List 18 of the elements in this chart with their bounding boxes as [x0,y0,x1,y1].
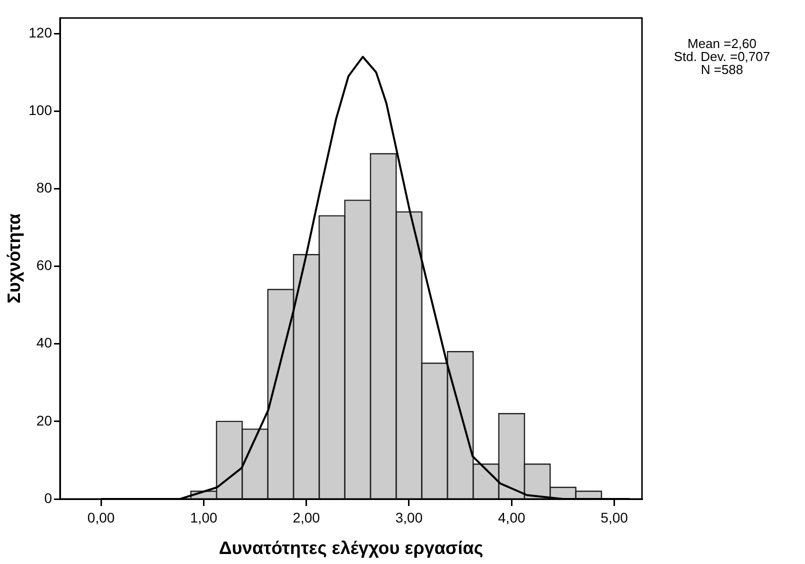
y-tick-label: 120 [28,24,52,40]
y-tick-label: 60 [36,257,52,274]
x-tick-label: 1,00 [190,509,218,526]
x-tick-label: 0,00 [87,509,115,526]
y-axis-title: Συχνότητα [4,214,24,304]
x-tick-label: 2,00 [292,509,320,526]
x-tick-label: 3,00 [395,509,423,526]
y-tick-label: 20 [36,412,52,428]
x-tick-label: 4,00 [498,509,526,526]
text: N =588 [700,62,744,78]
text: Std. Dev. =0,707 [674,49,770,64]
text: Mean =2,60 [687,36,757,52]
y-tick-label: 0 [44,490,52,506]
y-tick-label: 100 [28,102,52,118]
y-tick-label: 40 [36,334,52,351]
y-tick-label: 80 [36,180,52,196]
x-axis-title: Δυνατότητες ελέγχου εργασίας [218,538,484,558]
x-tick-label: 5,00 [600,509,628,526]
